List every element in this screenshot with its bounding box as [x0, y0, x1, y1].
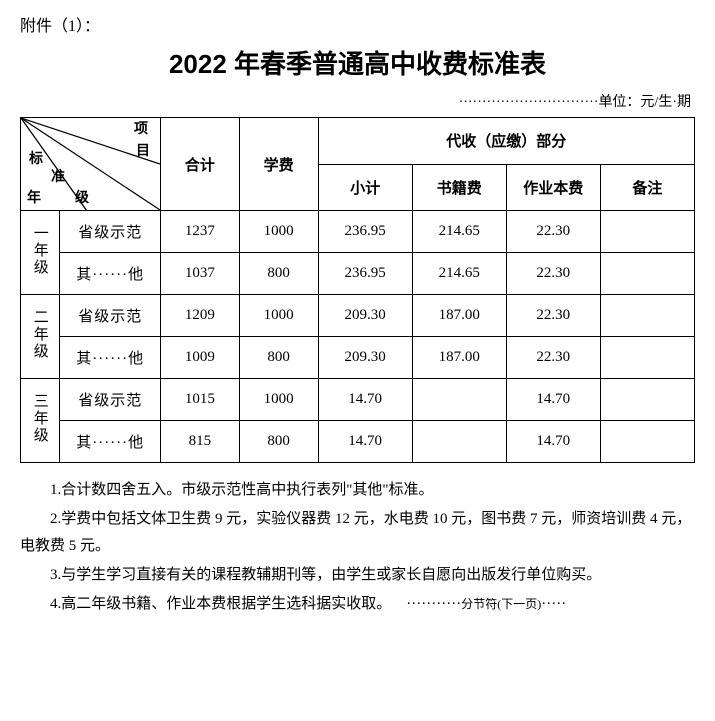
cell-book: 187.00 [412, 295, 506, 337]
std-cell: 其······他 [60, 337, 161, 379]
cell-workbook: 22.30 [506, 211, 600, 253]
table-row: 其······他 1037 800 236.95 214.65 22.30 [21, 253, 695, 295]
cell-total: 1037 [161, 253, 240, 295]
cell-remark [600, 421, 694, 463]
notes-block: 1.合计数四舍五入。市级示范性高中执行表列"其他"标准。 2.学费中包括文体卫生… [20, 477, 695, 618]
cell-subtotal: 14.70 [318, 379, 412, 421]
corner-mid: 标 [29, 152, 43, 167]
std-cell: 其······他 [60, 421, 161, 463]
cell-remark [600, 337, 694, 379]
cell-tuition: 1000 [239, 295, 318, 337]
table-row: 一年级 省级示范 1237 1000 236.95 214.65 22.30 [21, 211, 695, 253]
table-row: 二年级 省级示范 1209 1000 209.30 187.00 22.30 [21, 295, 695, 337]
table-row: 其······他 815 800 14.70 14.70 [21, 421, 695, 463]
corner-top: 项 [134, 122, 148, 137]
cell-book [412, 379, 506, 421]
std-cell: 省级示范 [60, 211, 161, 253]
grade-label: 二年级 [30, 309, 51, 360]
cell-workbook: 22.30 [506, 337, 600, 379]
corner-bot: 年 [27, 191, 41, 206]
page-break-label: 分节符(下一页) [461, 597, 541, 611]
note-1: 1.合计数四舍五入。市级示范性高中执行表列"其他"标准。 [20, 477, 695, 504]
note-4-line: 4.高二年级书籍、作业本费根据学生选科据实收取。 ···········分节符(… [20, 591, 695, 618]
cell-book [412, 421, 506, 463]
corner-bot2: 级 [75, 191, 89, 206]
cell-workbook: 14.70 [506, 379, 600, 421]
cell-book: 187.00 [412, 337, 506, 379]
header-collect-group: 代收（应缴）部分 [318, 118, 694, 165]
std-cell: 省级示范 [60, 379, 161, 421]
grade-cell: 二年级 [21, 295, 60, 379]
unit-label: ······························单位：元/生·期 [20, 91, 695, 111]
cell-tuition: 800 [239, 421, 318, 463]
header-workbook: 作业本费 [506, 164, 600, 211]
grade-cell: 三年级 [21, 379, 60, 463]
cell-subtotal: 14.70 [318, 421, 412, 463]
header-book: 书籍费 [412, 164, 506, 211]
cell-remark [600, 211, 694, 253]
grade-label: 三年级 [30, 393, 51, 444]
corner-mid2: 准 [51, 170, 65, 185]
corner-header: 项 目 标 准 年 级 [21, 118, 161, 211]
cell-remark [600, 295, 694, 337]
fee-table: 项 目 标 准 年 级 合计 学费 代收（应缴）部分 小计 书籍费 作业本费 备… [20, 117, 695, 463]
cell-total: 815 [161, 421, 240, 463]
grade-cell: 一年级 [21, 211, 60, 295]
header-total: 合计 [161, 118, 240, 211]
page-title: 2022 年春季普通高中收费标准表 [20, 44, 695, 81]
cell-subtotal: 236.95 [318, 211, 412, 253]
cell-tuition: 1000 [239, 211, 318, 253]
cell-tuition: 800 [239, 337, 318, 379]
cell-remark [600, 253, 694, 295]
unit-text: 单位：元/生·期 [598, 95, 691, 110]
note-2: 2.学费中包括文体卫生费 9 元，实验仪器费 12 元，水电费 10 元，图书费… [20, 506, 695, 560]
cell-tuition: 1000 [239, 379, 318, 421]
table-row: 三年级 省级示范 1015 1000 14.70 14.70 [21, 379, 695, 421]
note-dots-tail: ····· [541, 596, 566, 612]
note-4: 4.高二年级书籍、作业本费根据学生选科据实收取。 [50, 596, 391, 612]
cell-subtotal: 209.30 [318, 295, 412, 337]
grade-label: 一年级 [30, 225, 51, 276]
table-body: 一年级 省级示范 1237 1000 236.95 214.65 22.30 其… [21, 211, 695, 463]
header-remark: 备注 [600, 164, 694, 211]
cell-workbook: 14.70 [506, 421, 600, 463]
cell-workbook: 22.30 [506, 253, 600, 295]
cell-total: 1209 [161, 295, 240, 337]
cell-total: 1015 [161, 379, 240, 421]
std-cell: 其······他 [60, 253, 161, 295]
header-tuition: 学费 [239, 118, 318, 211]
cell-total: 1237 [161, 211, 240, 253]
table-row: 其······他 1009 800 209.30 187.00 22.30 [21, 337, 695, 379]
cell-book: 214.65 [412, 211, 506, 253]
attachment-label: 附件（1）： [20, 12, 695, 36]
cell-workbook: 22.30 [506, 295, 600, 337]
std-cell: 省级示范 [60, 295, 161, 337]
unit-dots: ······························ [459, 95, 599, 110]
cell-subtotal: 209.30 [318, 337, 412, 379]
cell-subtotal: 236.95 [318, 253, 412, 295]
cell-total: 1009 [161, 337, 240, 379]
cell-remark [600, 379, 694, 421]
note-dots: ··········· [395, 596, 461, 612]
cell-tuition: 800 [239, 253, 318, 295]
note-3: 3.与学生学习直接有关的课程教辅期刊等，由学生或家长自愿向出版发行单位购买。 [20, 562, 695, 589]
corner-top2: 目 [136, 144, 150, 159]
header-subtotal: 小计 [318, 164, 412, 211]
cell-book: 214.65 [412, 253, 506, 295]
